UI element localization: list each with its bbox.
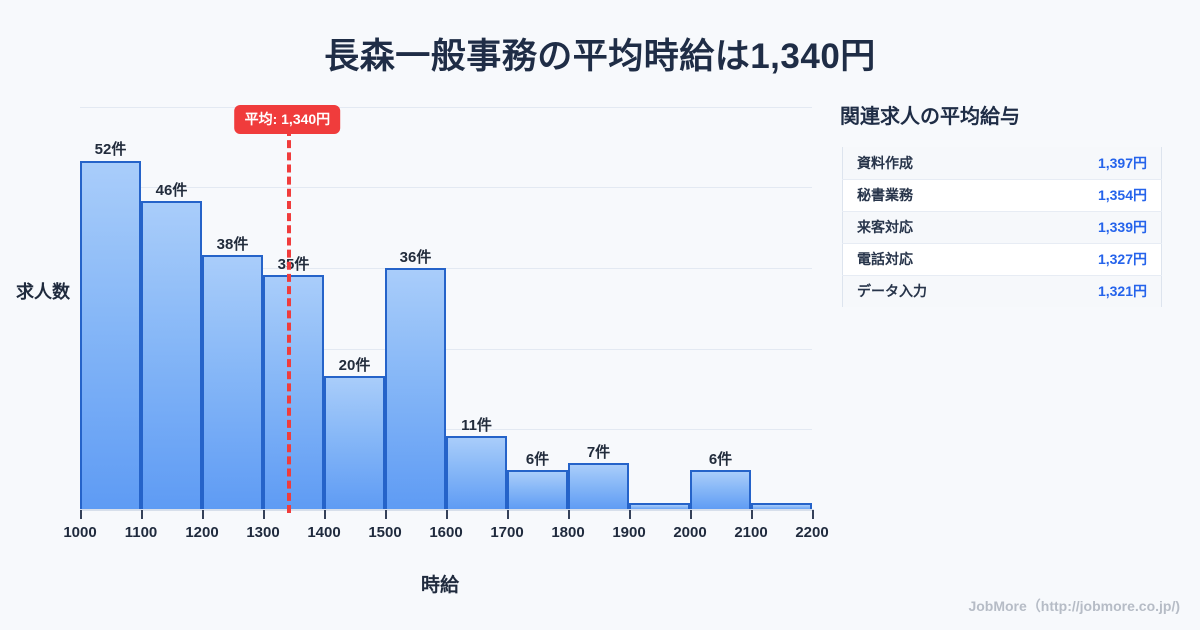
bar-value-label: 35件 — [277, 255, 310, 273]
histogram-bar — [568, 462, 629, 510]
y-axis-title: 求人数 — [16, 282, 70, 302]
x-axis-tick — [751, 510, 753, 519]
x-axis-tick-label: 1000 — [63, 524, 97, 541]
gridline — [80, 429, 812, 431]
bar-value-label: 52件 — [94, 141, 127, 159]
histogram-chart: 52件 46件 38件 35件 20件 36件 11件 6件 7件 6件 1000 1100 1200… — [16, 100, 829, 596]
table-row: 電話対応 1,327円 — [842, 242, 1162, 275]
bar-value-label: 7件 — [586, 443, 611, 461]
x-axis-tick-label: 1900 — [612, 524, 646, 541]
histogram-bar — [80, 160, 141, 510]
x-axis-tick-label: 2100 — [734, 524, 768, 541]
watermark-footer: JobMore（http://jobmore.co.jp/) — [968, 598, 1180, 614]
job-name-cell: 電話対応 — [842, 242, 1021, 275]
histogram-bar — [141, 200, 202, 510]
related-salary-panel: 関連求人の平均給与 資料作成 1,397円秘書業務 1,354円 来客対応 1,339円… — [838, 100, 1168, 307]
x-axis-tick-label: 1100 — [124, 524, 158, 541]
x-axis-tick — [80, 510, 82, 519]
table-row: 資料作成 1,397円 — [842, 147, 1162, 179]
x-axis-tick-label: 1600 — [429, 524, 463, 541]
x-axis-title: 時給 — [420, 575, 459, 596]
bar-value-label: 6件 — [708, 450, 733, 468]
histogram-bar — [324, 375, 385, 510]
job-name-cell: データ入力 — [842, 274, 1021, 307]
histogram-bar — [629, 503, 690, 510]
x-axis-tick — [812, 510, 814, 519]
x-axis-tick-label: 1700 — [490, 524, 524, 541]
histogram-bar — [202, 254, 263, 510]
job-salary-cell: 1,327円 — [1020, 242, 1162, 275]
x-axis-tick-label: 1800 — [551, 524, 585, 541]
histogram-bar — [385, 268, 446, 510]
bar-value-label: 46件 — [155, 181, 188, 199]
histogram-bar — [507, 469, 568, 510]
page-title: 長森一般事務の平均時給は1,340円 — [324, 37, 876, 76]
histogram-bar — [446, 436, 507, 510]
average-line — [287, 128, 292, 513]
related-salary-title: 関連求人の平均給与 — [840, 106, 1020, 128]
job-salary-cell: 1,321円 — [1020, 274, 1162, 307]
histogram-bar — [751, 503, 812, 510]
job-name-cell: 秘書業務 — [842, 178, 1021, 211]
x-axis-tick — [263, 510, 265, 519]
x-axis-tick — [568, 510, 570, 519]
x-axis-tick-label: 1500 — [368, 524, 402, 541]
job-salary-cell: 1,397円 — [1097, 154, 1147, 171]
table-row: 秘書業務 1,354円 — [842, 178, 1162, 211]
job-name-cell: 来客対応 — [842, 210, 1021, 243]
job-salary-cell: 1,339円 — [1020, 210, 1162, 243]
bar-value-label: 6件 — [525, 450, 550, 468]
gridline — [80, 106, 812, 108]
bar-value-label: 11件 — [461, 417, 492, 435]
histogram-bar — [690, 469, 751, 510]
x-axis-tick-label: 1200 — [185, 524, 219, 541]
x-axis-tick — [446, 510, 448, 519]
job-name-cell: 資料作成 — [857, 154, 913, 171]
table-row: データ入力 1,321円 — [842, 274, 1162, 307]
table-row: 来客対応 1,339円 — [842, 210, 1162, 243]
x-axis-tick — [202, 510, 204, 519]
x-axis-tick — [507, 510, 509, 519]
x-axis-tick — [629, 510, 631, 519]
gridline — [80, 187, 812, 189]
related-salary-table: 資料作成 1,397円秘書業務 1,354円 来客対応 1,339円 電話対応 1,327円… — [842, 147, 1162, 307]
x-axis-tick-label: 1300 — [246, 524, 280, 541]
bar-value-label: 38件 — [216, 235, 249, 253]
x-axis-tick-label: 2200 — [795, 524, 829, 541]
job-salary-cell: 1,354円 — [1020, 178, 1162, 211]
x-axis-tick-label: 2000 — [673, 524, 707, 541]
x-axis-tick — [690, 510, 692, 519]
x-axis-line — [80, 509, 814, 511]
plot-area — [80, 100, 812, 510]
x-axis-tick — [324, 510, 326, 519]
gridline — [80, 348, 812, 350]
gridline — [80, 268, 812, 270]
bar-value-label: 36件 — [399, 249, 432, 267]
histogram-bar — [263, 274, 324, 510]
x-axis-tick — [141, 510, 143, 519]
bar-value-label: 20件 — [338, 356, 371, 374]
x-axis-tick — [385, 510, 387, 519]
average-badge: 平均: 1,340円 — [234, 105, 341, 134]
x-axis-tick-label: 1400 — [307, 524, 341, 541]
